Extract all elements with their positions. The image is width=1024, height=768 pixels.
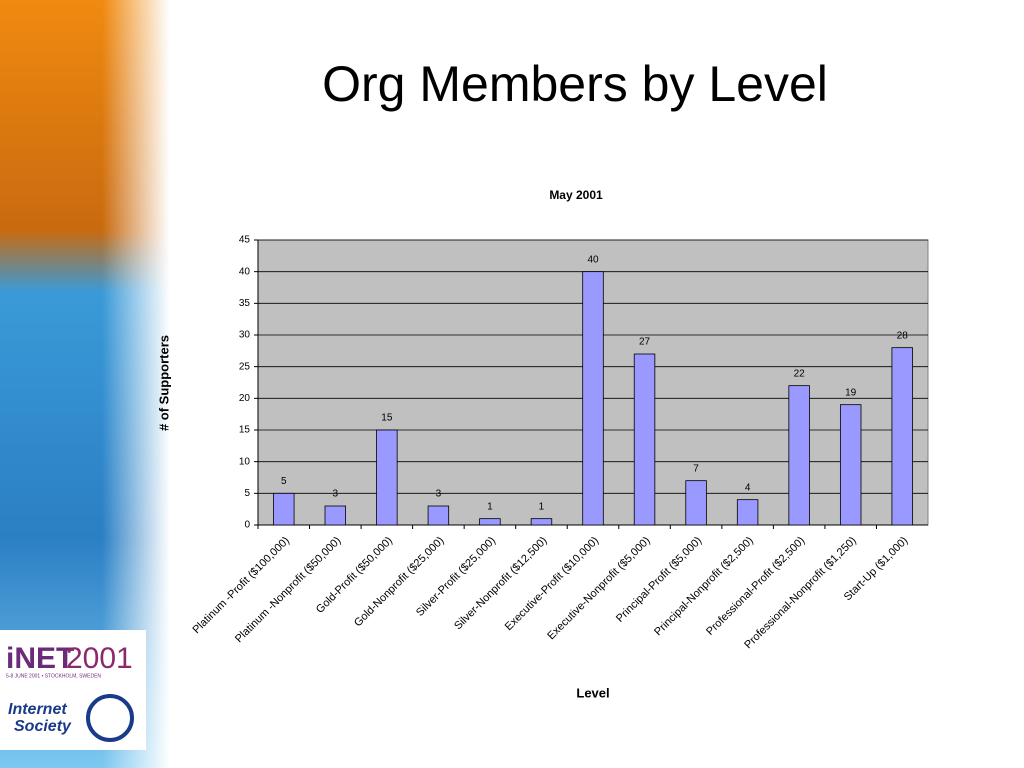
x-tick-label: Executive-Profit ($10,000)	[503, 535, 601, 633]
y-tick-label: 0	[244, 520, 250, 531]
bar	[736, 499, 759, 526]
data-label: 4	[745, 482, 751, 493]
data-label: 28	[897, 330, 909, 341]
x-tick-label: Gold-Nonprofit ($25,000)	[352, 535, 447, 630]
inet-logo: iNET	[6, 642, 74, 675]
data-label: 15	[381, 413, 393, 424]
y-tick-label: 45	[239, 235, 251, 246]
logo-box	[0, 630, 146, 750]
bar	[788, 385, 810, 526]
chart-title: May 2001	[549, 188, 603, 202]
bar	[685, 480, 707, 526]
bar	[479, 518, 501, 526]
data-label: 19	[845, 387, 857, 398]
data-label: 7	[693, 463, 699, 474]
isoc-emblem	[86, 694, 134, 742]
x-tick-label: Professional-Nonprofit ($1,250)	[742, 535, 859, 652]
x-axis-label: Level	[576, 685, 609, 700]
bar	[530, 518, 553, 526]
bar	[839, 404, 862, 526]
bar	[633, 353, 656, 526]
y-tick-label: 15	[239, 425, 251, 436]
y-tick-label: 5	[244, 488, 250, 499]
bar	[427, 505, 450, 526]
y-tick-label: 10	[239, 456, 251, 467]
y-tick-label: 25	[239, 361, 251, 372]
isoc-line1: Internet	[8, 701, 67, 718]
inet-year: 2001	[66, 642, 133, 675]
y-tick-label: 35	[239, 298, 251, 309]
y-tick-label: 40	[239, 266, 251, 277]
x-tick-label: Platinum -Profit ($100,000)	[191, 535, 292, 636]
data-label: 3	[333, 489, 339, 500]
data-label: 3	[436, 489, 442, 500]
data-label: 27	[639, 337, 651, 348]
data-label: 22	[794, 368, 806, 379]
data-label: 5	[281, 476, 287, 487]
x-tick-label: Platinum -Nonprofit ($50,000)	[233, 535, 344, 646]
isoc-line2: Society	[14, 718, 72, 735]
bar	[376, 429, 398, 526]
bar	[582, 271, 604, 526]
x-tick-label: Silver-Nonprofit ($12,500)	[452, 535, 550, 633]
slide-title: Org Members by Level	[322, 56, 828, 112]
bar	[891, 347, 913, 526]
y-tick-label: 30	[239, 330, 251, 341]
x-tick-label: Executive-Nonprofit ($5,000)	[545, 535, 652, 642]
y-tick-label: 20	[239, 393, 251, 404]
inet-tagline: 5-8 JUNE 2001 • STOCKHOLM, SWEDEN	[6, 673, 101, 679]
bar	[273, 492, 295, 526]
y-axis-label: # of Supporters	[156, 335, 171, 431]
data-label: 40	[587, 254, 599, 265]
x-tick-label: Principal-Profit ($5,000)	[614, 535, 704, 625]
x-tick-label: Principal-Nonprofit ($2,500)	[652, 535, 756, 639]
data-label: 1	[487, 501, 493, 512]
x-tick-label: Professional-Profit ($2,500)	[704, 535, 807, 638]
bar	[324, 505, 347, 526]
data-label: 1	[539, 501, 545, 512]
